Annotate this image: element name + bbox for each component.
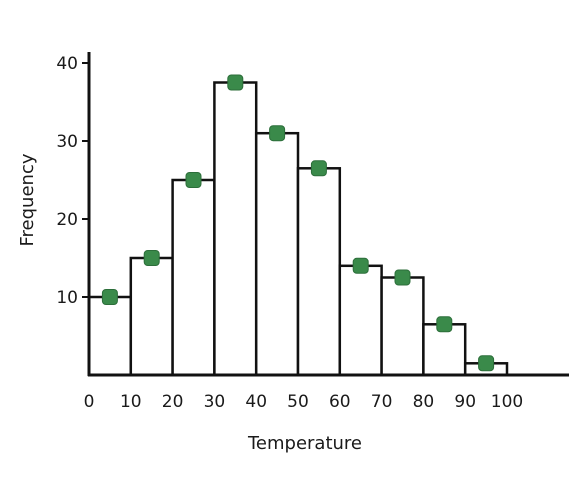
histogram-bar	[254, 131, 300, 377]
x-tick-label: 60	[329, 392, 351, 412]
x-tick-label: 70	[371, 392, 393, 412]
axes-layer	[87, 52, 569, 377]
markers-layer	[101, 74, 495, 372]
x-tick-label: 30	[204, 392, 226, 412]
x-tick-label: 40	[245, 392, 267, 412]
x-tick-label: 10	[120, 392, 142, 412]
histogram-bar	[296, 167, 342, 377]
histogram-bar	[87, 295, 133, 377]
x-tick-label: 20	[162, 392, 184, 412]
histogram-bar	[129, 256, 174, 377]
midpoint-marker	[310, 160, 327, 177]
histogram-bar	[213, 81, 258, 377]
x-tick-label: 50	[287, 392, 309, 412]
x-tick-label: 100	[491, 392, 523, 412]
y-tick-label: 40	[56, 54, 78, 74]
histogram-bar	[380, 276, 425, 377]
x-axis-title: Temperature	[247, 433, 362, 454]
midpoint-marker	[269, 125, 286, 142]
histogram-bar	[171, 178, 216, 377]
x-tick-label: 0	[84, 392, 95, 412]
y-axis-title: Frequency	[17, 153, 38, 246]
ticks-layer: 10 20 30 40 0 10 20 30 40 50 60 70 80 90 100	[56, 54, 523, 412]
midpoint-marker	[143, 250, 160, 266]
histogram-bar	[338, 264, 383, 377]
midpoint-marker	[101, 289, 118, 305]
y-tick-label: 30	[56, 132, 78, 152]
midpoint-marker	[352, 257, 369, 274]
midpoint-marker	[436, 316, 453, 333]
midpoint-marker	[185, 172, 202, 188]
midpoint-marker	[478, 355, 495, 372]
x-tick-label: 90	[454, 392, 476, 412]
x-tick-label: 80	[413, 392, 435, 412]
midpoint-marker	[394, 269, 411, 286]
y-tick-label: 10	[56, 288, 78, 308]
midpoint-marker	[227, 74, 244, 91]
y-tick-label: 20	[56, 210, 78, 230]
